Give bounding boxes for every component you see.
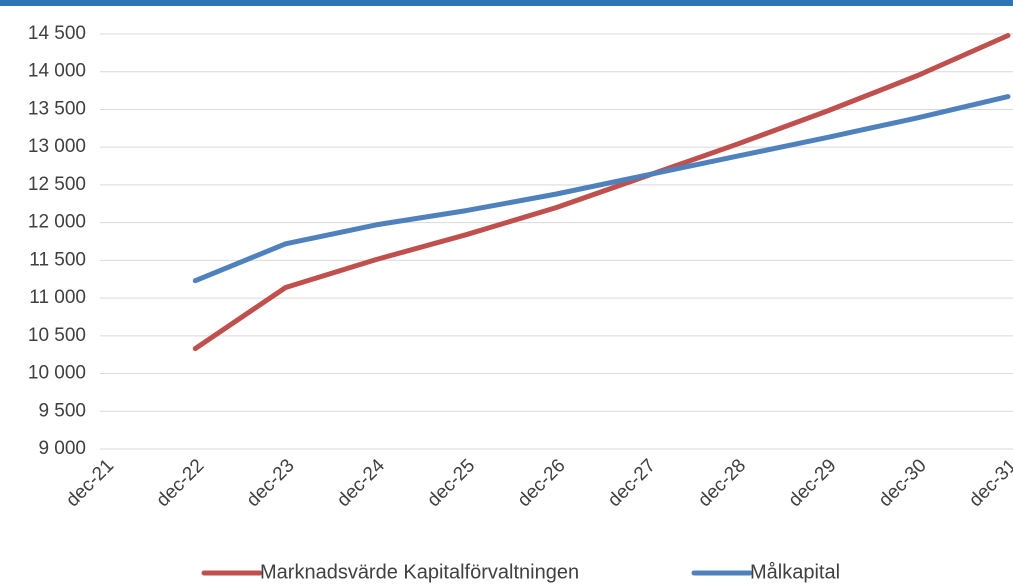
y-tick-label: 13 500 — [28, 98, 86, 119]
y-tick-label: 14 500 — [28, 23, 86, 44]
top-bar — [0, 0, 1013, 6]
y-tick-label: 13 000 — [28, 136, 86, 157]
x-tick-label: dec-28 — [694, 455, 750, 511]
legend-label: Målkapital — [750, 561, 840, 583]
x-tick-label: dec-26 — [514, 455, 570, 511]
x-tick-label: dec-30 — [875, 455, 931, 511]
x-tick-label: dec-24 — [333, 455, 389, 511]
series-line — [192, 94, 1011, 284]
x-tick-label: dec-25 — [423, 455, 479, 511]
y-tick-label: 12 500 — [28, 174, 86, 195]
y-tick-label: 9 000 — [38, 438, 86, 459]
y-tick-label: 14 000 — [28, 61, 86, 82]
y-tick-label: 9 500 — [38, 400, 86, 421]
x-tick-label: dec-21 — [62, 455, 118, 511]
y-tick-label: 10 500 — [28, 325, 86, 346]
x-tick-label: dec-27 — [604, 455, 660, 511]
y-tick-label: 11 500 — [29, 249, 86, 270]
y-tick-label: 12 000 — [28, 212, 86, 233]
y-tick-label: 10 000 — [28, 363, 86, 384]
series-line — [192, 33, 1011, 352]
legend-label: Marknadsvärde Kapitalförvaltningen — [260, 561, 579, 583]
x-tick-label: dec-31 — [965, 455, 1013, 511]
x-tick-label: dec-29 — [785, 455, 841, 511]
x-tick-label: dec-23 — [243, 455, 299, 511]
y-tick-label: 11 000 — [29, 287, 86, 308]
x-tick-label: dec-22 — [152, 455, 208, 511]
